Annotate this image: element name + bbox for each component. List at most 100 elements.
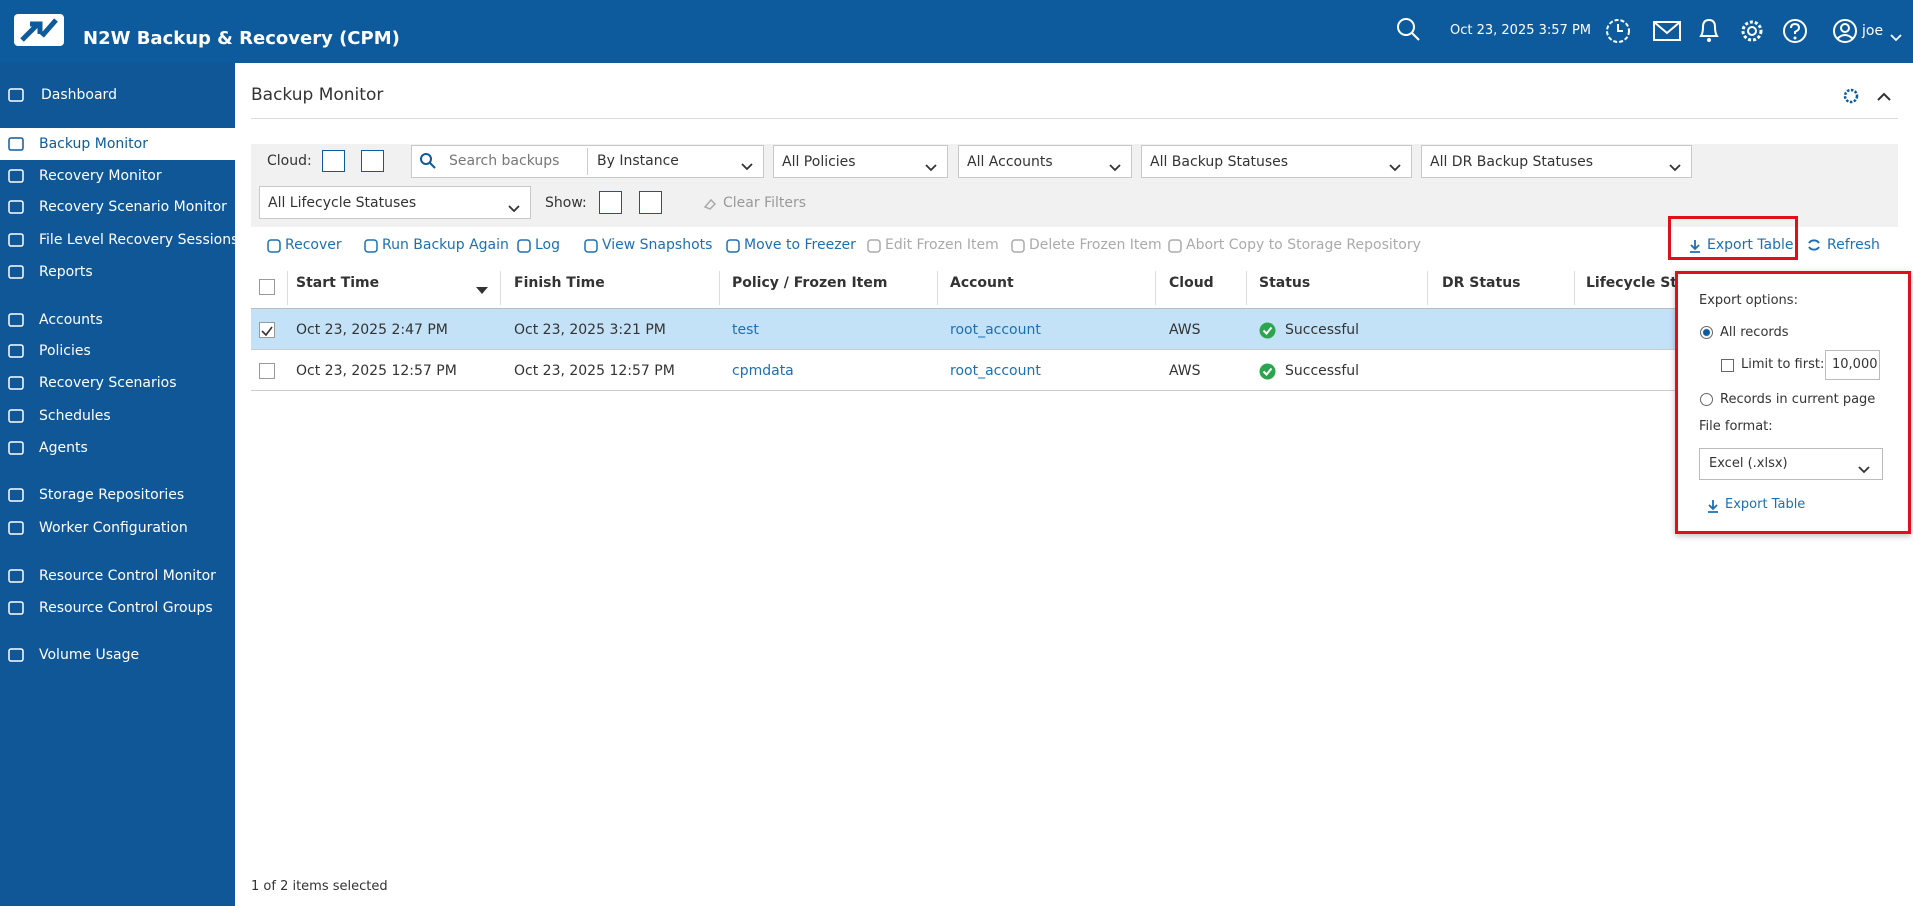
dr-status-filter: All DR Backup Statuses <box>1430 153 1594 170</box>
lifecycle-filter-box[interactable] <box>259 186 531 219</box>
table-cell[interactable]: cpmdata <box>732 363 794 379</box>
divider <box>251 118 1898 119</box>
sidebar <box>0 63 235 906</box>
action-icon <box>1011 238 1025 253</box>
action-icon <box>584 238 598 253</box>
action-icon <box>1168 238 1182 253</box>
action-button[interactable]: Move to Freezer <box>744 237 856 253</box>
account-filter-box[interactable] <box>958 145 1132 178</box>
column-header[interactable]: Status <box>1259 275 1311 291</box>
table-cell: Oct 23, 2025 12:57 PM <box>296 363 457 379</box>
policy-filter-box[interactable] <box>773 145 948 178</box>
radio-page[interactable] <box>1700 393 1713 406</box>
column-separator <box>500 271 501 305</box>
table-cell[interactable]: root_account <box>950 363 1041 379</box>
logo <box>12 10 68 50</box>
action-button[interactable]: Run Backup Again <box>382 237 509 253</box>
format-label: File format: <box>1699 419 1773 434</box>
nav-item[interactable]: File Level Recovery Sessions <box>39 232 239 248</box>
show-label: Show: <box>545 195 587 211</box>
export-icon <box>1688 238 1702 253</box>
user-icon <box>1831 17 1859 45</box>
nav-icon <box>8 568 26 584</box>
nav-item[interactable]: Resource Control Monitor <box>39 568 216 584</box>
search-placeholder: Search backups <box>449 153 560 169</box>
table-row[interactable] <box>251 309 1898 350</box>
clear-filters[interactable]: Clear Filters <box>723 195 807 211</box>
page-title: Backup Monitor <box>251 85 384 105</box>
bell-icon <box>1696 16 1722 44</box>
nav-item[interactable]: Recovery Monitor <box>39 168 162 184</box>
app-title: N2W Backup & Recovery (CPM) <box>83 28 400 49</box>
refresh-button[interactable]: Refresh <box>1827 237 1880 253</box>
chevron <box>1108 158 1122 171</box>
export-table-button[interactable]: Export Table <box>1707 237 1794 253</box>
policy-filter: All Policies <box>782 153 856 170</box>
column-header[interactable]: Policy / Frozen Item <box>732 275 888 291</box>
limit-input[interactable] <box>1825 350 1880 380</box>
status-icon <box>1259 322 1276 339</box>
nav-item[interactable]: Storage Repositories <box>39 487 185 503</box>
radio-all[interactable] <box>1700 326 1713 339</box>
column-header[interactable]: Account <box>950 275 1014 291</box>
nav-icon <box>8 600 26 616</box>
nav-item[interactable]: Volume Usage <box>39 647 140 663</box>
action-button: Delete Frozen Item <box>1029 237 1162 253</box>
dr-status-filter-box[interactable] <box>1421 145 1692 178</box>
check <box>261 326 273 337</box>
header <box>0 0 1913 63</box>
nav-item[interactable]: Accounts <box>39 312 103 328</box>
column-header[interactable]: DR Status <box>1442 275 1521 291</box>
action-icon <box>364 238 378 253</box>
column-header[interactable]: Start Time <box>296 275 380 291</box>
limit-value: 10,000 <box>1832 357 1878 372</box>
limit-checkbox[interactable] <box>1721 359 1734 372</box>
chevron <box>1388 158 1402 171</box>
nav-icon <box>8 647 26 663</box>
row-checkbox[interactable] <box>259 322 275 338</box>
nav-icon <box>8 232 26 248</box>
row-checkbox[interactable] <box>259 363 275 379</box>
export-popup <box>1675 271 1911 534</box>
nav-item[interactable]: Policies <box>39 343 91 359</box>
backup-status-filter-box[interactable] <box>1141 145 1412 178</box>
column-header[interactable]: Cloud <box>1169 275 1214 291</box>
table-cell[interactable]: root_account <box>950 322 1041 338</box>
sort-arrow <box>475 280 489 294</box>
nav-item[interactable]: Reports <box>39 264 93 280</box>
action-icon <box>267 238 281 253</box>
nav-icon <box>8 199 26 215</box>
nav-item[interactable]: Backup Monitor <box>39 136 148 152</box>
chevron <box>1889 28 1903 42</box>
show-frozen[interactable] <box>599 191 622 214</box>
header-checkbox[interactable] <box>259 279 275 295</box>
action-button[interactable]: Recover <box>285 237 342 253</box>
nav-item[interactable]: Worker Configuration <box>39 520 188 536</box>
table-cell: Successful <box>1285 322 1360 338</box>
table-cell: AWS <box>1169 322 1201 338</box>
chevron <box>924 158 938 171</box>
action-icon <box>517 238 531 253</box>
nav-icon <box>8 87 26 103</box>
azure-filter[interactable] <box>361 150 384 172</box>
aws-filter[interactable] <box>322 150 345 172</box>
table-cell[interactable]: test <box>732 322 759 338</box>
format-select[interactable] <box>1699 448 1883 480</box>
table-row[interactable] <box>251 350 1898 391</box>
nav-item[interactable]: Resource Control Groups <box>39 600 213 616</box>
refresh-icon <box>1806 237 1822 253</box>
nav-item[interactable]: Dashboard <box>41 87 117 103</box>
popup-export-link[interactable]: Export Table <box>1725 497 1806 512</box>
action-icon <box>867 238 881 253</box>
history-icon <box>1604 17 1632 45</box>
show-cloud[interactable] <box>639 191 662 214</box>
nav-item[interactable]: Recovery Scenario Monitor <box>39 199 227 215</box>
action-button[interactable]: Log <box>535 237 561 253</box>
action-button[interactable]: View Snapshots <box>602 237 713 253</box>
column-header[interactable]: Finish Time <box>514 275 605 291</box>
chevron <box>740 157 754 171</box>
nav-item[interactable]: Recovery Scenarios <box>39 375 177 391</box>
nav-item[interactable]: Schedules <box>39 408 111 424</box>
nav-item[interactable]: Agents <box>39 440 88 456</box>
